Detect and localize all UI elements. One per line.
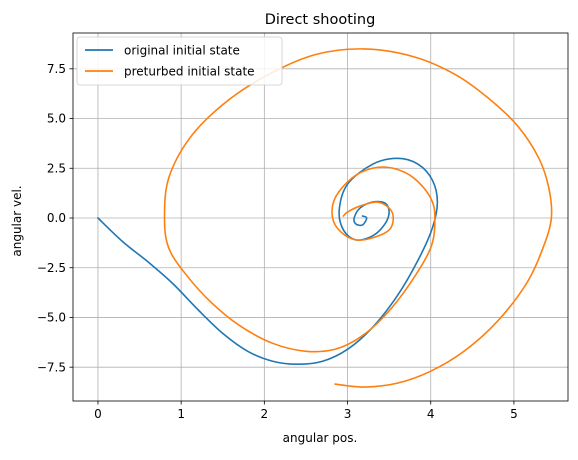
y-tick-label: 0.0 xyxy=(47,211,66,225)
x-tick-label: 0 xyxy=(94,407,102,421)
x-tick-label: 2 xyxy=(261,407,269,421)
x-tick-label: 1 xyxy=(177,407,185,421)
legend: original initial state preturbed initial… xyxy=(76,36,283,86)
legend-box xyxy=(76,36,283,86)
series-layer xyxy=(97,48,553,388)
x-tick-label: 3 xyxy=(344,407,352,421)
series-line-perturbed xyxy=(163,48,553,388)
x-tick-label: 4 xyxy=(427,407,435,421)
y-tick-label: 2.5 xyxy=(47,161,66,175)
y-axis: −7.5 −5.0 −2.5 0.0 2.5 5.0 7.5 xyxy=(37,62,73,374)
y-tick-label: −5.0 xyxy=(37,311,66,325)
x-tick-label: 5 xyxy=(510,407,518,421)
x-axis: 0 1 2 3 4 5 xyxy=(94,401,518,421)
y-axis-title: angular vel. xyxy=(10,185,24,256)
y-tick-label: −2.5 xyxy=(37,261,66,275)
y-tick-label: −7.5 xyxy=(37,360,66,374)
y-tick-label: 5.0 xyxy=(47,112,66,126)
legend-label-original: original initial state xyxy=(124,44,240,58)
legend-label-perturbed: preturbed initial state xyxy=(124,65,255,79)
plot-frame xyxy=(72,32,569,402)
y-tick-label: 7.5 xyxy=(47,62,66,76)
x-axis-title: angular pos. xyxy=(283,431,358,445)
chart-title: Direct shooting xyxy=(265,12,376,28)
